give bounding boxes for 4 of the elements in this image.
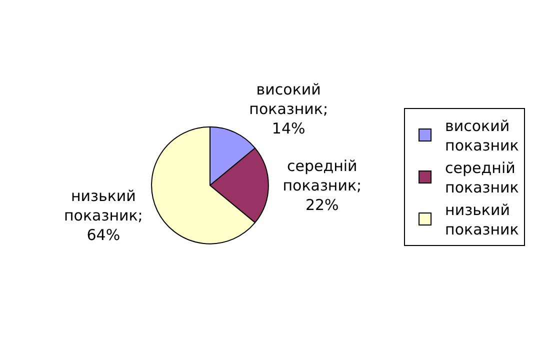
- data-label: середній показник; 22%: [282, 156, 362, 214]
- legend-label: низький показник: [445, 201, 519, 239]
- data-label: високий показник; 14%: [249, 80, 328, 138]
- data-label: низький показник; 64%: [64, 186, 143, 244]
